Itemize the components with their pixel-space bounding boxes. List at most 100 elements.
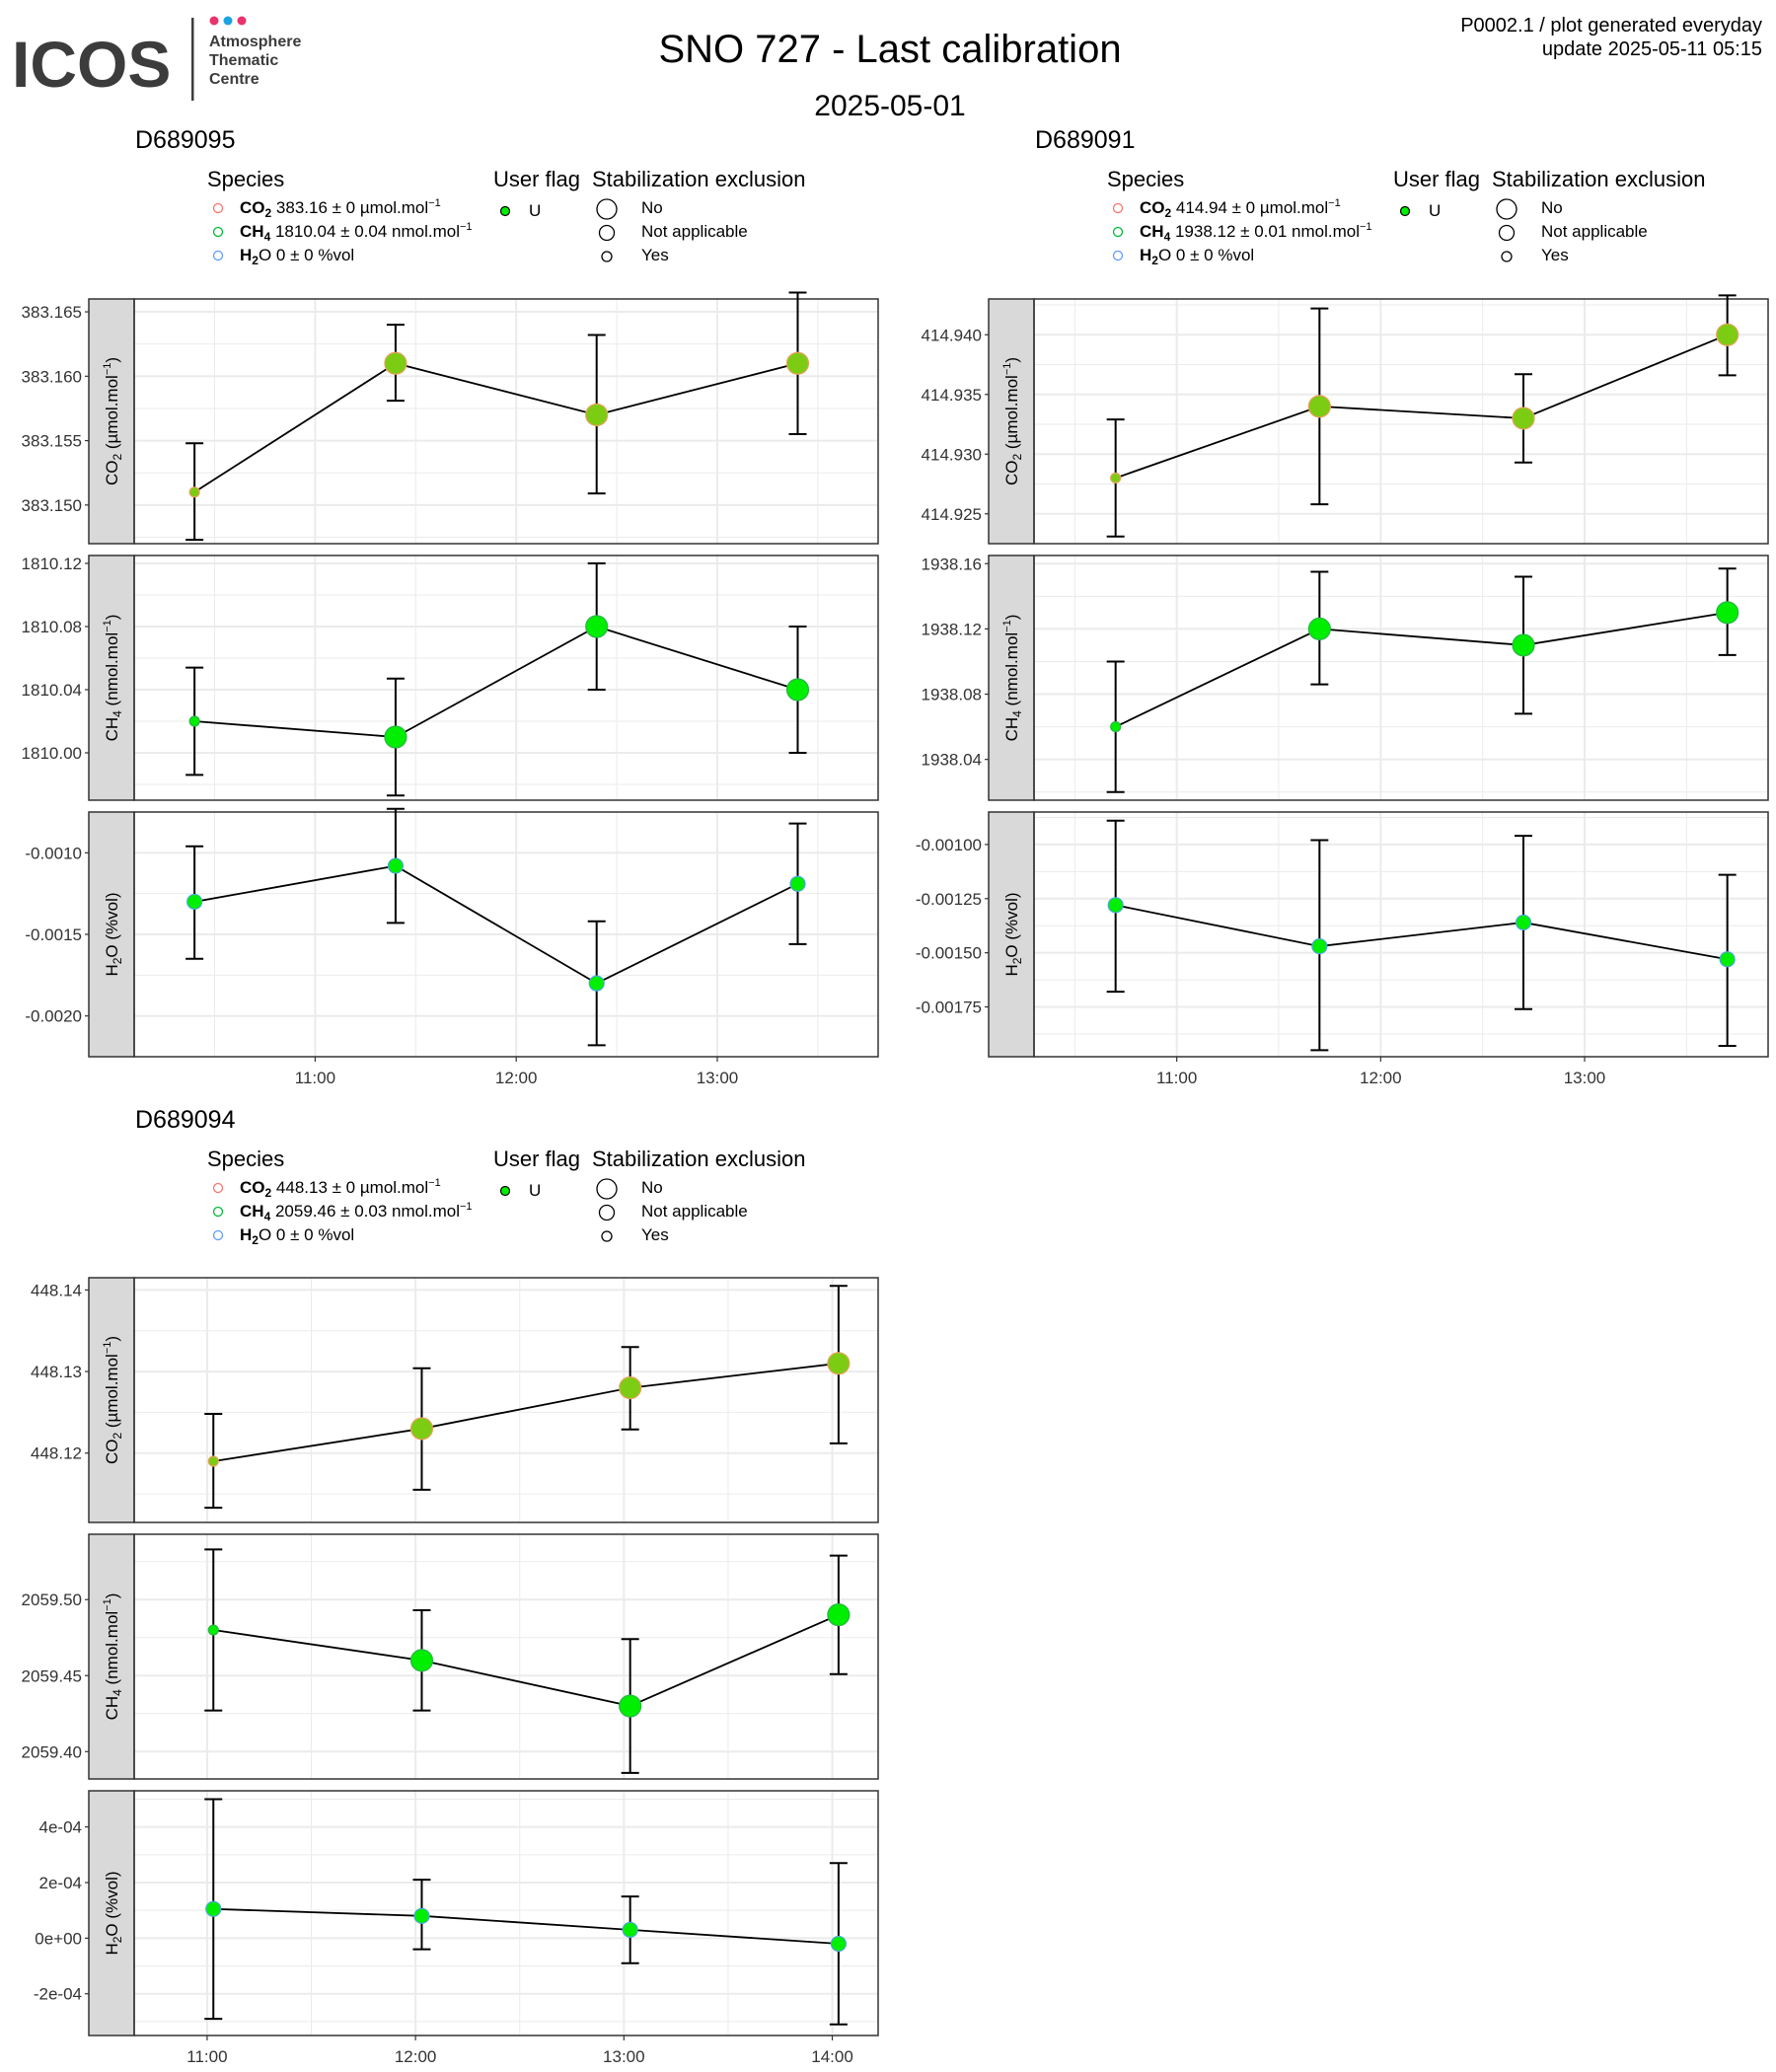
chart-title: D689094 — [135, 1106, 236, 1134]
legend-stabilization-label: Not applicable — [641, 1202, 748, 1221]
data-point-ch4 — [585, 615, 609, 638]
logo-subtitle-line: Thematic — [209, 52, 278, 69]
legend-key-ch-icon — [1112, 226, 1124, 238]
y-tick-label: 1810.00 — [22, 744, 82, 763]
panel-border — [133, 555, 879, 801]
legend-title-species: Species — [1107, 167, 1184, 191]
panel-border — [1033, 555, 1769, 801]
legend-key-h-icon — [212, 250, 224, 261]
legend-stabilization-label: No — [641, 1178, 663, 1197]
legend-key-h-icon — [212, 1229, 224, 1241]
data-point-co2 — [785, 351, 810, 375]
series-line-ch4 — [1115, 611, 1728, 728]
logo-subtitle-line: Centre — [209, 71, 259, 88]
data-point-h2o — [1311, 937, 1328, 955]
logo-dot — [209, 16, 219, 26]
data-point-co2 — [1307, 395, 1331, 418]
data-point-co2 — [1716, 323, 1739, 346]
x-tick-label: 13:00 — [697, 1069, 739, 1087]
data-point-co2 — [384, 351, 407, 375]
legend-species-entry: CO2 448.13 ± 0 µmol.mol−1 — [240, 1177, 441, 1200]
chart-D689091: D689091 Species User flag Stabilization exc… — [916, 126, 1769, 1087]
data-point-co2 — [188, 486, 200, 498]
panel-border — [133, 1790, 879, 2036]
y-tick-label: -0.00150 — [916, 944, 982, 963]
legend-stabilization-label: Not applicable — [641, 222, 748, 241]
page-date: 2025-05-01 — [814, 90, 965, 122]
legend-user-flag-label: U — [1429, 201, 1441, 220]
y-tick-label: -0.00125 — [916, 890, 982, 909]
data-point-h2o — [186, 893, 203, 911]
data-point-ch4 — [1307, 617, 1331, 641]
y-tick-label: 1938.16 — [922, 555, 982, 573]
legend-title-species: Species — [207, 167, 284, 191]
legend: Species User flag Stabilization exclusion C… — [1107, 167, 1705, 267]
logo-dot — [237, 16, 247, 26]
logo-divider — [191, 18, 194, 101]
chart-D689095: D689095 Species User flag Stabilization exc… — [22, 126, 879, 1087]
y-tick-label: 414.930 — [922, 445, 982, 464]
panel-background — [134, 1534, 878, 1779]
panel-background — [134, 1278, 878, 1522]
panel-co2: 414.925 414.930 414.935 414.940 CO2 (µmol.mo… — [922, 294, 1769, 545]
data-point-ch4 — [827, 1603, 851, 1627]
panel-border — [133, 1277, 879, 1523]
meta-line-1: P0002.1 / plot generated everyday — [1460, 15, 1762, 37]
legend-species-entry: CO2 383.16 ± 0 µmol.mol−1 — [240, 197, 441, 220]
series-line-h2o — [213, 1907, 839, 1945]
y-tick-label: -0.0015 — [25, 925, 82, 944]
page-title: SNO 727 - Last calibration — [658, 28, 1121, 71]
legend-stabilization-label: Yes — [641, 246, 669, 264]
logo-subtitle-line: Atmosphere — [209, 34, 301, 50]
legend-user-flag-icon — [1399, 205, 1411, 217]
legend-stabilization-icon — [1496, 198, 1517, 220]
legend-title-species: Species — [207, 1147, 284, 1171]
panel-ch4: 1938.04 1938.08 1938.12 1938.16 CH4 (nmol.mo… — [922, 555, 1769, 801]
chart-D689094: D689094 Species User flag Stabilization exc… — [22, 1106, 879, 2066]
data-point-co2 — [1110, 472, 1122, 484]
y-tick-label: 1938.12 — [922, 620, 982, 638]
strip-background — [88, 298, 135, 545]
legend: Species User flag Stabilization exclusion C… — [207, 1147, 805, 1247]
legend-stabilization-icon — [598, 1204, 616, 1221]
strip-label-co2: CO2 (µmol.mol−1) — [102, 1336, 124, 1464]
panel-background — [134, 555, 878, 800]
legend-stabilization-icon — [1498, 224, 1516, 242]
legend-user-flag-icon — [499, 1185, 511, 1197]
x-tick-label: 13:00 — [603, 2047, 645, 2066]
data-point-co2 — [207, 1455, 219, 1467]
panel-h2o: -2e-04 0e+00 2e-04 4e-04 H2O (%vol) — [34, 1790, 879, 2036]
y-tick-label: 2059.50 — [22, 1591, 82, 1609]
logo-wordmark: ICOS — [12, 28, 171, 101]
data-point-h2o — [1515, 914, 1532, 931]
y-tick-label: 2059.45 — [22, 1666, 82, 1685]
series-line-h2o — [1115, 904, 1728, 961]
panel-ch4: 2059.40 2059.45 2059.50 CH4 (nmol.mol−1) — [22, 1533, 879, 1780]
panel-co2: 383.150 383.155 383.160 383.165 CO2 (µmol.mo… — [22, 291, 879, 545]
panel-border — [133, 811, 879, 1058]
panel-h2o: -0.00175 -0.00150 -0.00125 -0.00100 H2O (%vo… — [916, 811, 1769, 1058]
legend-species-entry: H2O 0 ± 0 %vol — [240, 1225, 354, 1247]
data-point-h2o — [622, 1921, 638, 1939]
legend-key-h-icon — [1112, 250, 1124, 261]
legend-species-entry: H2O 0 ± 0 %vol — [240, 246, 354, 267]
legend-stabilization-label: No — [641, 198, 663, 217]
data-point-ch4 — [188, 715, 200, 727]
legend-stabilization-label: Yes — [641, 1225, 669, 1244]
data-point-ch4 — [384, 725, 407, 749]
data-point-ch4 — [619, 1694, 642, 1718]
panel-border — [1033, 811, 1769, 1058]
x-tick-label: 12:00 — [1360, 1069, 1402, 1087]
y-tick-label: -0.00175 — [916, 999, 982, 1017]
y-tick-label: 1938.08 — [922, 686, 982, 704]
legend-key-co-icon — [212, 202, 224, 214]
strip-background — [88, 811, 135, 1058]
panel-border — [1033, 298, 1769, 545]
data-point-h2o — [830, 1935, 847, 1953]
y-tick-label: 2059.40 — [22, 1742, 82, 1761]
y-tick-label: 1810.08 — [22, 618, 82, 636]
strip-label-h2o: H2O (%vol) — [103, 892, 124, 976]
series-line-ch4 — [213, 1613, 840, 1708]
legend-title-user-flag: User flag — [1393, 167, 1480, 191]
